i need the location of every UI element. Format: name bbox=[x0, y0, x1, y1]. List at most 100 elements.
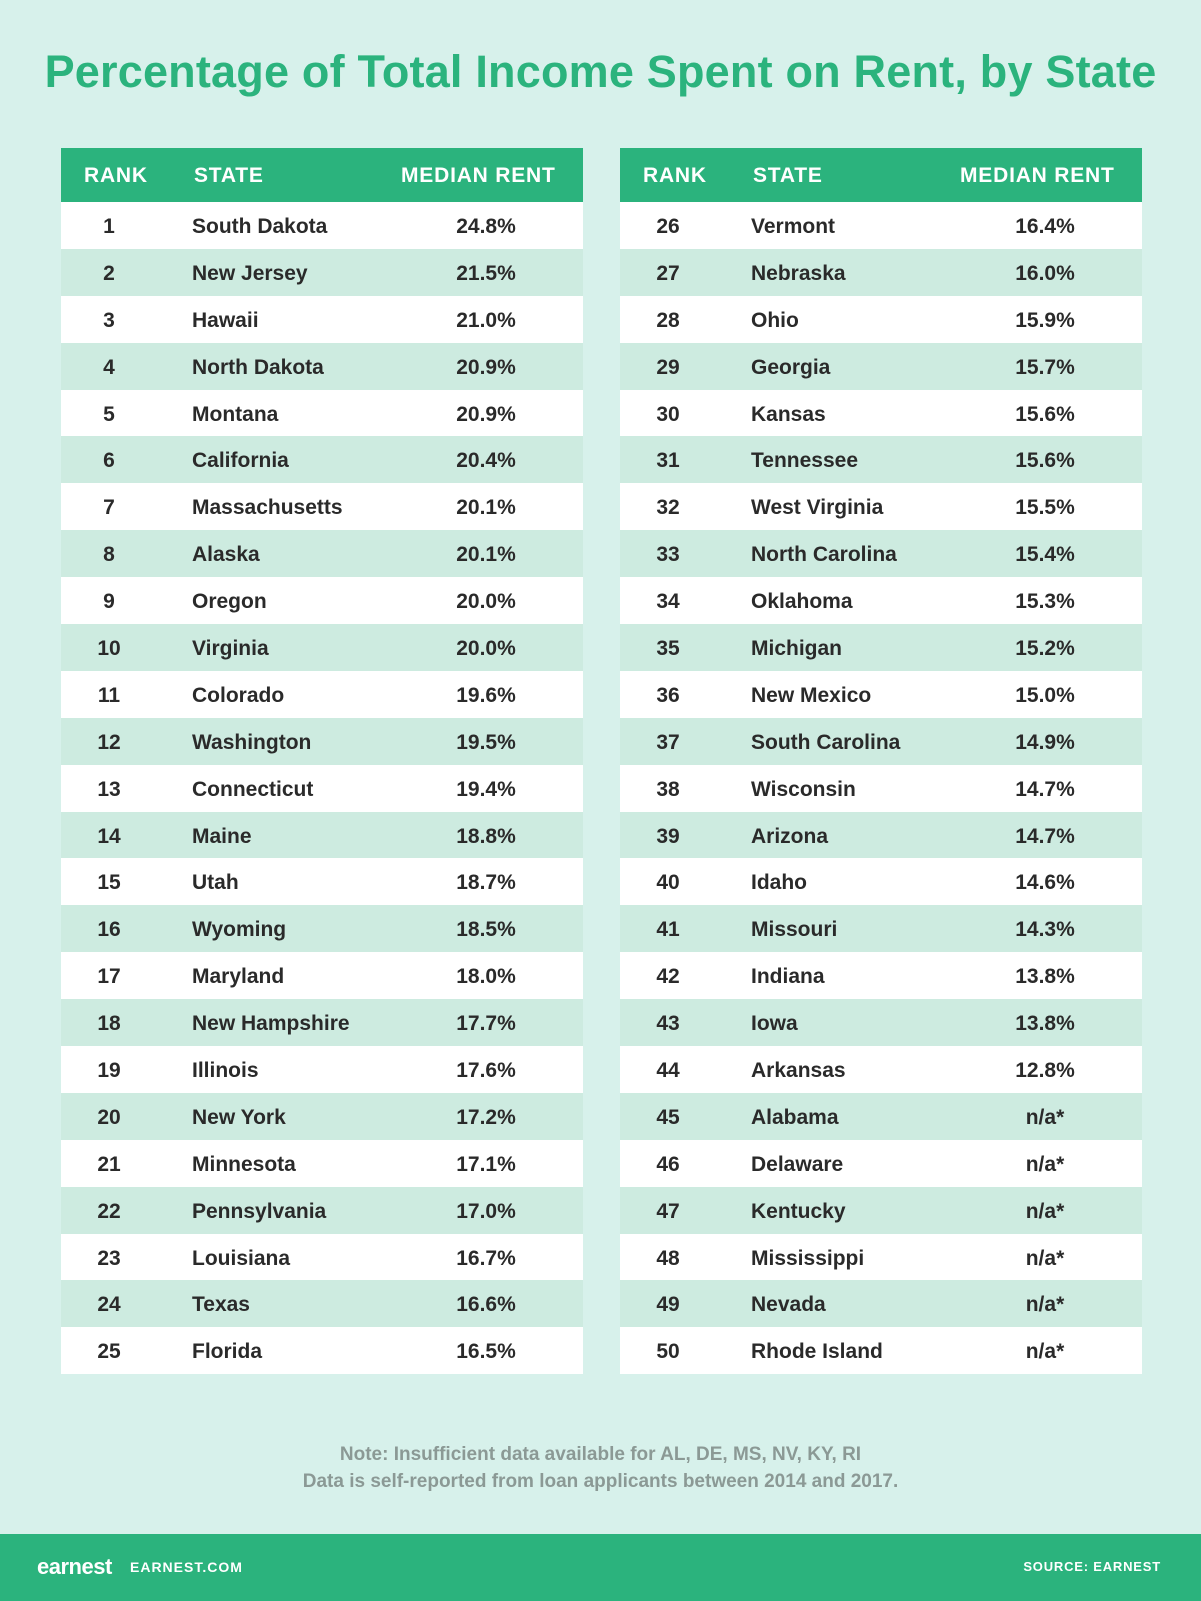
table-row: 40 Idaho 14.6% bbox=[620, 858, 1142, 906]
cell: 17.6% bbox=[456, 1059, 516, 1083]
cell: Maine bbox=[192, 824, 252, 848]
cell: 13.8% bbox=[1015, 1012, 1075, 1036]
cell: 19 bbox=[97, 1059, 121, 1083]
table-row: 23 Louisiana 16.7% bbox=[61, 1233, 583, 1281]
cell: 21.5% bbox=[456, 261, 516, 285]
cell: 17.2% bbox=[456, 1105, 516, 1129]
cell: 18.8% bbox=[456, 824, 516, 848]
cell: California bbox=[192, 449, 289, 473]
cell: 46 bbox=[656, 1152, 680, 1176]
table-row: 27 Nebraska 16.0% bbox=[620, 248, 1142, 296]
cell: 2 bbox=[103, 261, 115, 285]
cell: Ohio bbox=[751, 308, 799, 332]
cell: North Dakota bbox=[192, 355, 324, 379]
cell: Hawaii bbox=[192, 308, 259, 332]
cell: 20.0% bbox=[456, 637, 516, 661]
cell: Indiana bbox=[751, 965, 825, 989]
cell: 38 bbox=[656, 777, 680, 801]
table-row: 28 Ohio 15.9% bbox=[620, 295, 1142, 343]
cell: 9 bbox=[103, 590, 115, 614]
cell: 15.7% bbox=[1015, 355, 1075, 379]
cell: 16.4% bbox=[1015, 215, 1075, 238]
cell: Vermont bbox=[751, 215, 836, 238]
cell: Delaware bbox=[751, 1152, 844, 1176]
cell: 11 bbox=[97, 683, 121, 707]
cell: 20 bbox=[97, 1105, 121, 1129]
cell: Illinois bbox=[192, 1059, 259, 1083]
cell: 19.5% bbox=[456, 730, 516, 754]
table-row: 20 New York 17.2% bbox=[61, 1092, 583, 1140]
cell: Connecticut bbox=[192, 777, 314, 801]
table-header: RANK STATE MEDIAN RENT bbox=[61, 148, 583, 202]
table-row: 7 Massachusetts 20.1% bbox=[61, 483, 583, 531]
cell: Oregon bbox=[192, 590, 267, 614]
cell: Maryland bbox=[192, 965, 285, 989]
cell: 15.4% bbox=[1015, 543, 1075, 567]
cell: 27 bbox=[656, 261, 680, 285]
cell: 4 bbox=[103, 355, 115, 379]
table-row: 12 Washington 19.5% bbox=[61, 717, 583, 765]
cell: North Carolina bbox=[751, 543, 897, 567]
cell: 40 bbox=[656, 871, 680, 895]
cell: 20.1% bbox=[456, 496, 516, 520]
cell: 15.6% bbox=[1015, 402, 1075, 426]
table-row: 30 Kansas 15.6% bbox=[620, 389, 1142, 437]
cell: 17 bbox=[97, 965, 121, 989]
cell: 14.7% bbox=[1015, 824, 1075, 848]
cell: 20.9% bbox=[456, 402, 516, 426]
cell: New York bbox=[192, 1105, 286, 1129]
cell: Massachusetts bbox=[192, 496, 343, 520]
table-row: 31 Tennessee 15.6% bbox=[620, 436, 1142, 484]
logo[interactable]: earnest bbox=[37, 1554, 112, 1579]
cell: South Carolina bbox=[751, 730, 901, 754]
cell: Nevada bbox=[751, 1293, 826, 1317]
site-link[interactable]: EARNEST.COM bbox=[130, 1559, 243, 1575]
cell: n/a* bbox=[1025, 1340, 1065, 1364]
cell: Missouri bbox=[751, 918, 838, 942]
table-row: 29 Georgia 15.7% bbox=[620, 342, 1142, 390]
table-row: 44 Arkansas 12.8% bbox=[620, 1046, 1142, 1093]
cell: 20.1% bbox=[456, 543, 516, 567]
table-row: 26 Vermont 16.4% bbox=[620, 202, 1142, 249]
table-row: 48 Mississippi n/a* bbox=[620, 1233, 1142, 1281]
cell: 15.6% bbox=[1015, 449, 1075, 473]
note: Data is self-reported from loan applican… bbox=[302, 1471, 899, 1492]
cell: 18.7% bbox=[456, 871, 516, 895]
table-row: 2 New Jersey 21.5% bbox=[61, 248, 583, 296]
cell: 29 bbox=[656, 355, 680, 379]
note: Note: Insufficient data available for AL… bbox=[339, 1444, 862, 1465]
table-row: 21 Minnesota 17.1% bbox=[61, 1139, 583, 1187]
cell: 30 bbox=[656, 402, 680, 426]
cell: 26 bbox=[656, 215, 680, 238]
cell: Alabama bbox=[751, 1105, 839, 1129]
cell: 14.6% bbox=[1015, 871, 1075, 895]
cell: Nebraska bbox=[751, 261, 846, 285]
cell: 28 bbox=[656, 308, 680, 332]
cell: 24 bbox=[97, 1293, 121, 1317]
cell: 24.8% bbox=[456, 215, 516, 238]
cell: n/a* bbox=[1025, 1105, 1065, 1129]
cell: 19.6% bbox=[456, 683, 516, 707]
cell: 34 bbox=[656, 590, 680, 614]
table-row: 25 Florida 16.5% bbox=[61, 1327, 583, 1375]
table-row: 18 New Hampshire 17.7% bbox=[61, 999, 583, 1047]
header-cell: RANK bbox=[643, 164, 707, 187]
cell: Oklahoma bbox=[751, 590, 853, 614]
cell: Wyoming bbox=[192, 918, 287, 942]
cell: 41 bbox=[656, 918, 680, 942]
table-row: 38 Wisconsin 14.7% bbox=[620, 764, 1142, 812]
cell: 19.4% bbox=[456, 777, 516, 801]
table: RANK STATE MEDIAN RENT 26 Vermont 16.4% 27 Nebr… bbox=[620, 148, 1142, 1375]
cell: Iowa bbox=[751, 1012, 798, 1036]
cell: 6 bbox=[103, 449, 115, 473]
header-cell: MEDIAN RENT bbox=[401, 164, 556, 187]
cell: Alaska bbox=[192, 543, 260, 567]
cell: 8 bbox=[103, 543, 115, 567]
footer: earnest EARNEST.COM SOURCE: EARNEST bbox=[0, 1534, 1201, 1601]
cell: 32 bbox=[656, 496, 680, 520]
cell: 16.0% bbox=[1015, 261, 1075, 285]
cell: 21.0% bbox=[456, 308, 516, 332]
cell: 42 bbox=[656, 965, 680, 989]
cell: 15.9% bbox=[1015, 308, 1075, 332]
